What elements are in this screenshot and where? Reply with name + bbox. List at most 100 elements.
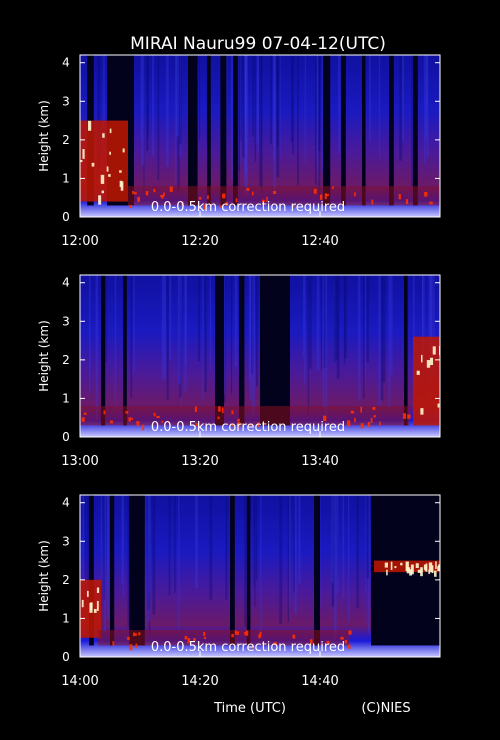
signal-streak (411, 55, 414, 188)
cloud-echo (88, 120, 92, 131)
signal-streak (244, 55, 247, 195)
signal-streak (130, 275, 133, 398)
cloud-echo (252, 191, 254, 196)
signal-streak (257, 55, 259, 155)
cloud-echo (292, 424, 295, 429)
signal-streak (344, 275, 348, 359)
cloud-echo (367, 422, 371, 428)
cloud-echo (122, 148, 125, 153)
signal-streak (238, 55, 240, 171)
cloud-echo (423, 564, 427, 570)
signal-streak (318, 55, 321, 195)
cloud-echo (405, 199, 409, 205)
data-gap (314, 495, 320, 646)
cloud-echo (266, 196, 268, 202)
signal-streak (336, 495, 339, 593)
cloud-echo (195, 423, 199, 427)
data-gap (129, 495, 145, 646)
signal-streak (309, 275, 312, 369)
cloud-echo (120, 181, 124, 191)
cloud-echo (129, 644, 133, 651)
cloud-echo (344, 639, 348, 644)
signal-streak (292, 55, 295, 155)
data-gap (260, 275, 290, 426)
signal-streak (321, 55, 324, 173)
signal-streak (242, 55, 245, 158)
cloud-echo (400, 562, 403, 566)
signal-streak (365, 495, 367, 627)
signal-streak (279, 495, 283, 624)
data-gap (101, 275, 106, 426)
signal-streak (279, 55, 281, 157)
cloud-echo (409, 569, 412, 576)
cloud-echo (438, 346, 440, 356)
cloud-echo (132, 190, 134, 195)
data-gap (323, 55, 331, 206)
signal-streak (248, 275, 251, 381)
signal-streak (337, 495, 339, 580)
lidar-panel-3: 0 1 2 3 4 14:00 14:20 14:40 Height (km) 0.0-0.5km… (37, 494, 441, 689)
signal-streak (141, 55, 145, 165)
cloud-echo (106, 166, 109, 172)
cloud-echo (350, 410, 355, 414)
signal-streak (103, 495, 107, 633)
signal-streak (103, 495, 105, 601)
cloud-echo (93, 608, 97, 613)
cloud-echo (203, 204, 206, 210)
cloud-layer (128, 186, 440, 206)
cloud-echo (98, 195, 102, 205)
signal-streak (177, 275, 181, 385)
signal-streak (230, 55, 234, 180)
signal-streak (357, 275, 361, 401)
signal-streak (378, 275, 382, 406)
signal-streak (366, 495, 369, 579)
signal-streak (105, 275, 107, 363)
cloud-echo (218, 406, 221, 412)
figure-title: MIRAI Nauru99 07-04-12(UTC) (130, 34, 386, 54)
data-gap (413, 55, 418, 206)
cloud-echo (407, 414, 411, 419)
data-gap (362, 55, 366, 206)
signal-streak (169, 275, 172, 361)
cloud-echo (360, 406, 362, 413)
cloud-echo (424, 191, 428, 197)
signal-streak (304, 275, 306, 385)
correction-annotation: 0.0-0.5km correction required (151, 640, 345, 655)
x-tick-label: 12:40 (301, 234, 338, 249)
cloud-echo (434, 570, 437, 577)
signal-streak (255, 275, 258, 387)
signal-streak (255, 495, 258, 581)
signal-streak (234, 275, 238, 367)
signal-streak (238, 55, 240, 200)
signal-streak (320, 275, 322, 370)
signal-streak (252, 55, 254, 137)
cloud-echo (128, 417, 131, 422)
y-tick-label: 1 (62, 171, 70, 185)
cloud-echo (193, 638, 196, 641)
signal-streak (87, 495, 89, 586)
signal-streak (179, 55, 182, 157)
cloud-echo (222, 193, 226, 199)
y-tick-label: 0 (62, 210, 70, 224)
signal-streak (254, 495, 256, 607)
credit-label: (C)NIES (361, 701, 410, 716)
signal-streak (331, 495, 334, 584)
cloud-echo (91, 162, 95, 167)
cloud-echo (273, 642, 277, 646)
y-tick-label: 2 (62, 573, 70, 587)
signal-streak (176, 55, 179, 137)
signal-streak (432, 275, 434, 363)
signal-streak (343, 275, 346, 365)
x-tick-label: 12:20 (181, 234, 218, 249)
cloud-echo (420, 354, 423, 363)
signal-streak (338, 55, 341, 154)
signal-streak (245, 55, 248, 194)
signal-streak (209, 275, 212, 372)
signal-streak (304, 55, 306, 163)
signal-streak (225, 55, 228, 162)
cloud-echo (96, 600, 99, 611)
signal-streak (145, 495, 147, 627)
signal-streak (317, 55, 321, 151)
signal-streak (342, 495, 345, 599)
y-tick-label: 3 (62, 94, 70, 108)
